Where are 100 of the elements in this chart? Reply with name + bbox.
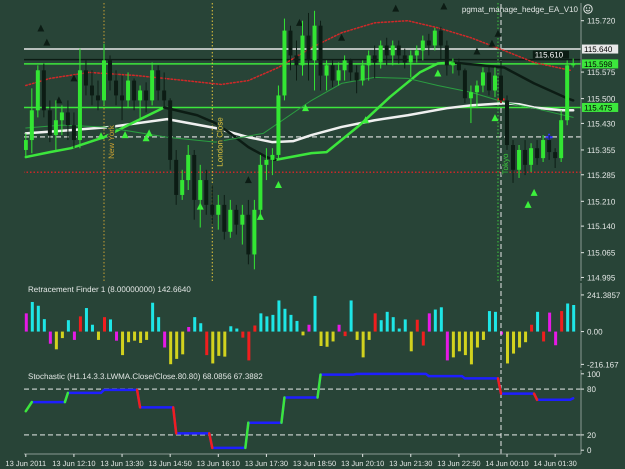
- point: [338, 34, 346, 41]
- bar: [163, 332, 166, 348]
- point: [274, 181, 282, 188]
- bar: [476, 332, 479, 348]
- bar: [175, 332, 178, 359]
- y-tick-label: 80: [587, 385, 596, 394]
- bar: [512, 332, 516, 354]
- candlestick: [72, 112, 76, 149]
- bar: [506, 332, 510, 364]
- bar: [572, 305, 576, 332]
- point: [362, 116, 370, 124]
- bar: [223, 332, 226, 357]
- candlestick: [492, 66, 497, 98]
- bar: [410, 332, 413, 352]
- candlestick: [523, 140, 528, 176]
- point: [440, 3, 448, 10]
- candlestick: [486, 64, 491, 96]
- bar: [338, 324, 341, 332]
- bar: [283, 308, 286, 332]
- candlestick: [180, 169, 184, 200]
- bar: [416, 320, 419, 332]
- bar: [494, 312, 497, 332]
- bar: [295, 320, 298, 332]
- bar: [320, 332, 323, 346]
- y-tick-label: -216.167: [587, 360, 620, 370]
- bar: [277, 300, 280, 332]
- bar: [386, 312, 389, 332]
- candlestick: [216, 194, 220, 230]
- point: [491, 114, 498, 122]
- point: [70, 74, 78, 82]
- bar: [78, 316, 82, 332]
- candlestick: [156, 64, 160, 101]
- bar: [446, 332, 449, 360]
- bar: [518, 332, 522, 348]
- bar: [211, 332, 214, 364]
- candlestick: [264, 148, 268, 181]
- bar: [289, 314, 292, 332]
- bar: [368, 332, 371, 340]
- bar: [90, 324, 94, 332]
- candlestick: [529, 142, 534, 172]
- bar: [554, 332, 558, 346]
- bar: [139, 332, 142, 343]
- bar: [265, 316, 268, 332]
- bar: [36, 306, 40, 332]
- bar: [217, 332, 220, 356]
- point: [256, 212, 264, 220]
- bar: [470, 332, 473, 364]
- bar: [24, 313, 28, 332]
- bar: [482, 332, 485, 340]
- candlestick: [144, 82, 148, 113]
- candlestick: [228, 199, 232, 238]
- bar: [428, 313, 431, 332]
- bar: [332, 332, 335, 342]
- bar: [109, 319, 112, 332]
- point: [43, 38, 50, 46]
- bar: [308, 324, 311, 332]
- y-tick-label: 0.00: [587, 328, 604, 337]
- bar: [199, 323, 202, 332]
- point: [434, 69, 442, 76]
- bar: [30, 302, 34, 332]
- candlestick: [234, 204, 238, 236]
- ref-line-label: London Close: [215, 116, 224, 167]
- bar: [314, 296, 317, 332]
- candlestick: [96, 80, 100, 111]
- bar: [187, 327, 190, 332]
- chart-title: Retracement Finder 1 (8.00000000) 142.6640: [28, 285, 192, 294]
- point: [122, 131, 129, 138]
- ref-line-label: 115.598: [584, 60, 613, 69]
- bar: [193, 317, 196, 332]
- bar: [560, 311, 564, 332]
- candlestick: [426, 33, 431, 56]
- candlestick: [66, 100, 70, 141]
- point: [146, 129, 153, 136]
- candlestick: [420, 35, 425, 61]
- bar: [247, 332, 250, 360]
- bar: [84, 308, 88, 332]
- candlestick: [432, 27, 437, 51]
- bar: [548, 312, 552, 332]
- bar: [488, 311, 491, 332]
- bar: [42, 319, 46, 332]
- y-tick-label: 100: [587, 370, 601, 379]
- bar: [60, 332, 64, 338]
- bar: [133, 332, 136, 341]
- y-tick-label: 115.430: [587, 119, 616, 128]
- chart-title: pgmat_manage_hedge_EA_V10: [462, 5, 579, 14]
- point: [524, 200, 532, 208]
- point: [302, 104, 310, 112]
- bar: [524, 332, 528, 342]
- candlestick: [120, 75, 124, 121]
- point: [473, 48, 480, 55]
- point: [530, 188, 538, 196]
- bar: [259, 313, 262, 332]
- y-tick-label: 115.500: [587, 94, 616, 104]
- bar: [566, 303, 570, 332]
- bar: [344, 332, 347, 336]
- point: [296, 18, 303, 26]
- candlestick: [198, 164, 202, 228]
- candlestick: [535, 140, 540, 166]
- y-tick-label: 115.720: [587, 16, 616, 26]
- bar: [452, 332, 455, 358]
